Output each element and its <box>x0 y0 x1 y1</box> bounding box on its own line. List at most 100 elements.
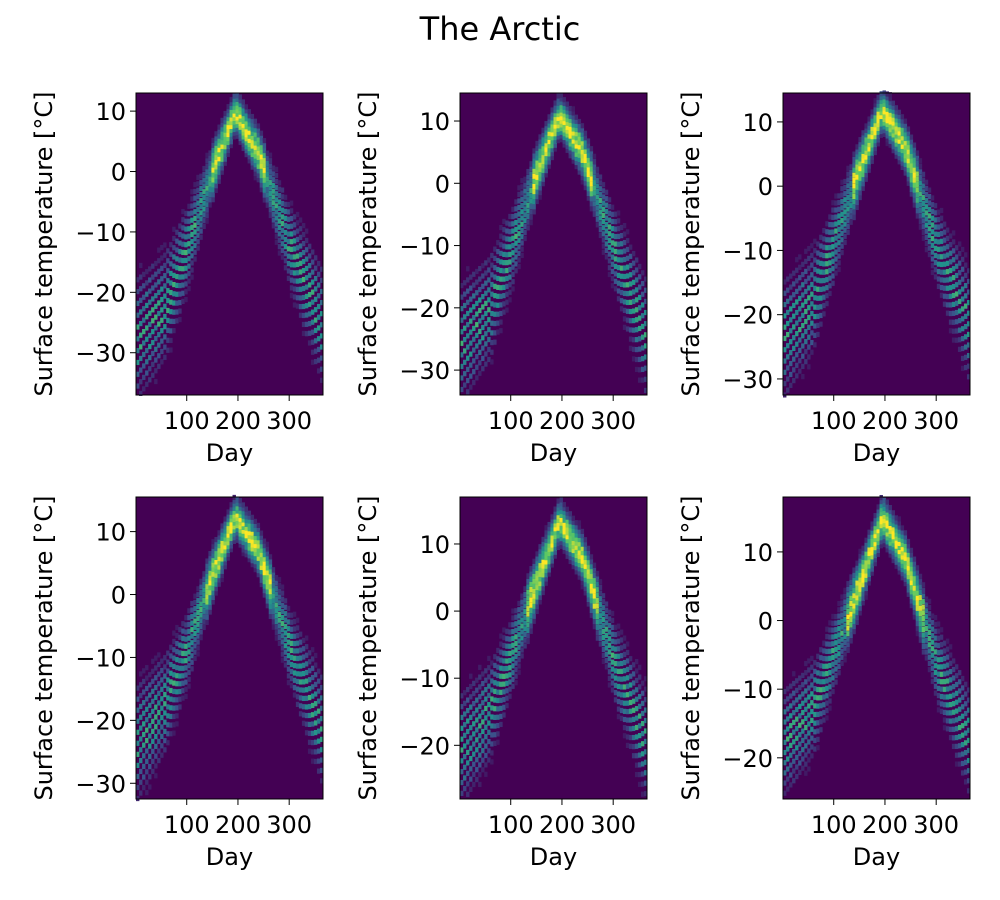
heatmap-cell <box>957 327 962 333</box>
heatmap-cell <box>301 646 306 652</box>
heatmap-cell <box>580 550 585 556</box>
heatmap-cell <box>897 117 902 124</box>
heatmap-cell <box>565 101 569 107</box>
heatmap-cell <box>903 534 908 540</box>
x-axis-label: Day <box>206 439 253 467</box>
heatmap-cell <box>825 221 829 227</box>
heatmap-cell <box>196 615 200 621</box>
heatmap-cell <box>915 192 920 198</box>
heatmap-cell <box>852 593 856 599</box>
heatmap-cell <box>960 286 965 292</box>
heatmap-cell <box>157 700 161 706</box>
heatmap-cell <box>235 534 239 540</box>
heatmap-cell <box>175 291 179 297</box>
heatmap-cell <box>640 377 645 383</box>
heatmap-cell <box>828 634 832 640</box>
heatmap-cell <box>253 127 258 133</box>
heatmap-cell <box>855 164 859 170</box>
heatmap-cell <box>897 109 902 115</box>
heatmap-cell <box>538 567 542 573</box>
heatmap-cell <box>487 757 491 763</box>
heatmap-cell <box>891 553 895 560</box>
heatmap-cell <box>283 643 288 649</box>
heatmap-cell <box>607 224 612 230</box>
heatmap-cell <box>553 510 557 516</box>
heatmap-cell <box>643 365 648 371</box>
heatmap-cell <box>915 202 920 209</box>
heatmap-cell <box>957 250 962 257</box>
heatmap-cell <box>268 569 273 575</box>
heatmap-cell <box>196 598 200 604</box>
heatmap-cell <box>951 337 956 343</box>
heatmap-cell <box>882 112 886 119</box>
heatmap-cell <box>789 382 793 388</box>
heatmap-cell <box>924 637 929 643</box>
heatmap-cell <box>583 171 588 177</box>
heatmap-cell <box>595 200 600 206</box>
heatmap-cell <box>235 111 239 117</box>
heatmap-cell <box>208 565 212 571</box>
heatmap-cell <box>595 172 600 178</box>
heatmap-cell <box>906 574 911 580</box>
heatmap-cell <box>274 178 279 185</box>
heatmap-cell <box>262 147 267 154</box>
heatmap-cell <box>478 752 482 758</box>
heatmap-cell <box>175 649 179 655</box>
heatmap-cell <box>280 657 285 663</box>
heatmap-cell <box>939 642 944 648</box>
heatmap-cell <box>160 276 164 282</box>
heatmap-cell <box>535 565 539 571</box>
heatmap-cell <box>193 222 197 228</box>
heatmap-cell <box>601 218 606 225</box>
heatmap-cell <box>825 253 829 259</box>
heatmap-cell <box>259 182 264 188</box>
heatmap-cell <box>586 596 591 603</box>
heatmap-cell <box>948 652 953 658</box>
heatmap-cell <box>154 714 158 720</box>
x-axis-label: Day <box>206 843 253 871</box>
heatmap-cell <box>142 753 146 759</box>
heatmap-cell <box>924 247 929 253</box>
heatmap-cell <box>286 268 291 274</box>
heatmap-cell <box>466 707 470 714</box>
heatmap-cell <box>292 611 297 617</box>
heatmap-cell <box>789 328 793 334</box>
heatmap-cell <box>469 755 473 762</box>
heatmap-cell <box>169 309 173 315</box>
heatmap-cell <box>181 643 185 649</box>
heatmap-cell <box>472 379 476 386</box>
heatmap-cell <box>520 196 524 202</box>
heatmap-cell <box>160 317 164 323</box>
heatmap-cell <box>810 291 814 297</box>
heatmap-cell <box>532 618 536 624</box>
heatmap-cell <box>223 564 227 570</box>
heatmap-cell <box>154 753 158 759</box>
heatmap-cell <box>589 201 594 207</box>
heatmap-cell <box>517 224 521 230</box>
heatmap-cell <box>948 726 953 732</box>
heatmap-cell <box>166 288 170 294</box>
heatmap-cell <box>289 254 294 260</box>
heatmap-cell <box>544 533 548 539</box>
heatmap-cell <box>196 651 200 657</box>
heatmap-cell <box>517 231 521 237</box>
heatmap-cell <box>526 633 530 639</box>
heatmap-cell <box>157 709 161 716</box>
heatmap-cell <box>232 509 236 515</box>
heatmap-cell <box>214 577 218 583</box>
heatmap-cell <box>481 355 485 361</box>
heatmap-cell <box>499 242 503 248</box>
heatmap-cell <box>283 208 288 215</box>
heatmap-cell <box>304 256 309 262</box>
heatmap-cell <box>631 662 636 668</box>
heatmap-cell <box>535 570 539 576</box>
heatmap-cell <box>301 249 306 256</box>
heatmap-cell <box>235 501 239 507</box>
heatmap-cell <box>148 266 152 272</box>
heatmap-cell <box>589 191 594 197</box>
heatmap-cell <box>499 259 503 265</box>
heatmap-cell <box>520 227 524 234</box>
heatmap-cell <box>511 683 515 689</box>
heatmap-cell <box>915 585 920 591</box>
heatmap-cell <box>930 256 935 262</box>
